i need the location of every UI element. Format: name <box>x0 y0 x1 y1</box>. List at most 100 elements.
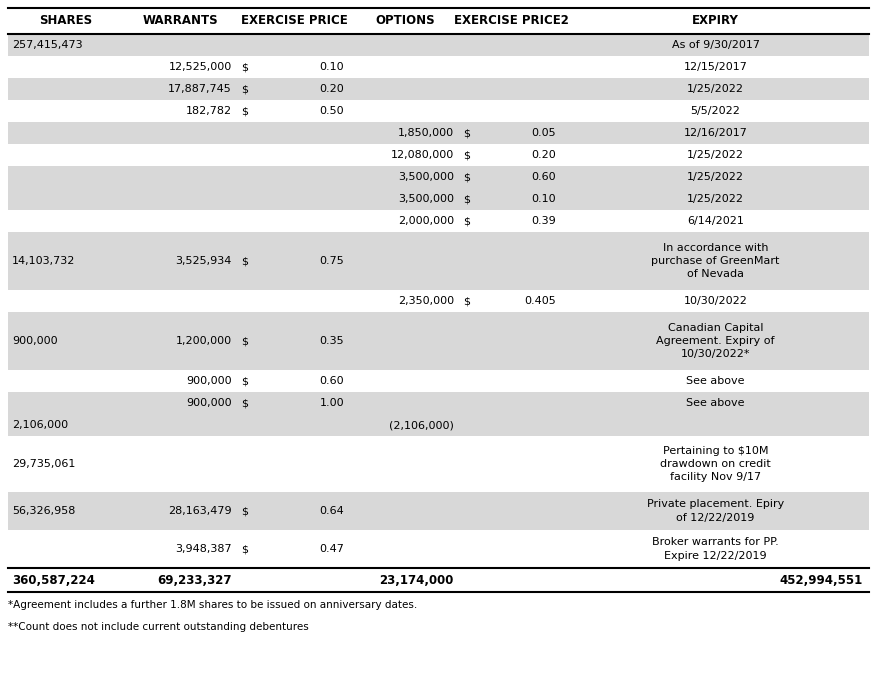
Bar <box>8 232 869 290</box>
Text: 0.60: 0.60 <box>531 172 556 182</box>
Bar <box>8 122 869 144</box>
Text: 12,525,000: 12,525,000 <box>168 62 232 72</box>
Bar <box>8 8 869 34</box>
Text: OPTIONS: OPTIONS <box>375 15 435 27</box>
Bar <box>8 100 869 122</box>
Text: In accordance with
purchase of GreenMart
of Nevada: In accordance with purchase of GreenMart… <box>652 243 780 279</box>
Text: 0.50: 0.50 <box>319 106 344 116</box>
Text: 0.05: 0.05 <box>531 128 556 138</box>
Text: 14,103,732: 14,103,732 <box>12 256 75 266</box>
Text: 900,000: 900,000 <box>12 336 58 346</box>
Bar <box>8 530 869 568</box>
Text: $: $ <box>241 62 248 72</box>
Text: 2,106,000: 2,106,000 <box>12 420 68 430</box>
Text: 182,782: 182,782 <box>186 106 232 116</box>
Text: See above: See above <box>686 398 745 408</box>
Text: 0.10: 0.10 <box>319 62 344 72</box>
Text: 29,735,061: 29,735,061 <box>12 459 75 469</box>
Text: Private placement. Epiry
of 12/22/2019: Private placement. Epiry of 12/22/2019 <box>647 499 784 523</box>
Bar <box>8 290 869 312</box>
Text: 0.405: 0.405 <box>524 296 556 306</box>
Bar <box>8 78 869 100</box>
Text: 3,500,000: 3,500,000 <box>398 172 454 182</box>
Text: $: $ <box>463 194 470 204</box>
Text: 0.75: 0.75 <box>319 256 344 266</box>
Text: $: $ <box>241 256 248 266</box>
Bar <box>8 166 869 188</box>
Text: 5/5/2022: 5/5/2022 <box>690 106 740 116</box>
Bar <box>8 34 869 56</box>
Text: 1/25/2022: 1/25/2022 <box>687 84 744 94</box>
Bar <box>8 568 869 592</box>
Text: 1,850,000: 1,850,000 <box>398 128 454 138</box>
Text: 56,326,958: 56,326,958 <box>12 506 75 516</box>
Text: $: $ <box>241 336 248 346</box>
Text: 900,000: 900,000 <box>187 376 232 386</box>
Text: 3,500,000: 3,500,000 <box>398 194 454 204</box>
Text: $: $ <box>241 544 248 554</box>
Text: 1,200,000: 1,200,000 <box>176 336 232 346</box>
Text: 23,174,000: 23,174,000 <box>380 574 454 586</box>
Text: $: $ <box>463 216 470 226</box>
Text: $: $ <box>241 84 248 94</box>
Text: EXERCISE PRICE2: EXERCISE PRICE2 <box>453 15 568 27</box>
Text: 12/16/2017: 12/16/2017 <box>683 128 747 138</box>
Text: 900,000: 900,000 <box>187 398 232 408</box>
Text: 2,000,000: 2,000,000 <box>398 216 454 226</box>
Bar <box>8 414 869 436</box>
Bar <box>8 492 869 530</box>
Text: 452,994,551: 452,994,551 <box>780 574 863 586</box>
Text: 0.20: 0.20 <box>531 150 556 160</box>
Text: 3,948,387: 3,948,387 <box>175 544 232 554</box>
Text: 1/25/2022: 1/25/2022 <box>687 194 744 204</box>
Text: 12,080,000: 12,080,000 <box>391 150 454 160</box>
Bar <box>8 370 869 392</box>
Text: See above: See above <box>686 376 745 386</box>
Bar <box>8 392 869 414</box>
Text: $: $ <box>463 296 470 306</box>
Text: 0.10: 0.10 <box>531 194 556 204</box>
Text: **Count does not include current outstanding debentures: **Count does not include current outstan… <box>8 622 309 632</box>
Text: 17,887,745: 17,887,745 <box>168 84 232 94</box>
Text: 0.39: 0.39 <box>531 216 556 226</box>
Text: 0.64: 0.64 <box>319 506 344 516</box>
Text: *Agreement includes a further 1.8M shares to be issued on anniversary dates.: *Agreement includes a further 1.8M share… <box>8 600 417 610</box>
Bar <box>8 312 869 370</box>
Bar <box>8 210 869 232</box>
Text: 3,525,934: 3,525,934 <box>175 256 232 266</box>
Bar <box>8 144 869 166</box>
Text: 1/25/2022: 1/25/2022 <box>687 172 744 182</box>
Text: 12/15/2017: 12/15/2017 <box>683 62 747 72</box>
Text: WARRANTS: WARRANTS <box>143 15 218 27</box>
Text: $: $ <box>241 376 248 386</box>
Text: 69,233,327: 69,233,327 <box>158 574 232 586</box>
Text: EXPIRY: EXPIRY <box>692 15 739 27</box>
Text: 0.60: 0.60 <box>319 376 344 386</box>
Text: 0.20: 0.20 <box>319 84 344 94</box>
Text: Broker warrants for PP.
Expire 12/22/2019: Broker warrants for PP. Expire 12/22/201… <box>652 537 779 560</box>
Text: $: $ <box>463 128 470 138</box>
Text: $: $ <box>241 106 248 116</box>
Text: 0.35: 0.35 <box>319 336 344 346</box>
Text: Pertaining to $10M
drawdown on credit
facility Nov 9/17: Pertaining to $10M drawdown on credit fa… <box>660 446 771 482</box>
Text: 0.47: 0.47 <box>319 544 344 554</box>
Text: 2,350,000: 2,350,000 <box>398 296 454 306</box>
Text: 257,415,473: 257,415,473 <box>12 40 82 50</box>
Text: 1.00: 1.00 <box>319 398 344 408</box>
Text: $: $ <box>463 172 470 182</box>
Text: EXERCISE PRICE: EXERCISE PRICE <box>240 15 347 27</box>
Text: 10/30/2022: 10/30/2022 <box>683 296 747 306</box>
Text: 1/25/2022: 1/25/2022 <box>687 150 744 160</box>
Text: $: $ <box>241 398 248 408</box>
Text: SHARES: SHARES <box>39 15 92 27</box>
Text: 360,587,224: 360,587,224 <box>12 574 95 586</box>
Text: (2,106,000): (2,106,000) <box>389 420 454 430</box>
Bar <box>8 188 869 210</box>
Text: Canadian Capital
Agreement. Expiry of
10/30/2022*: Canadian Capital Agreement. Expiry of 10… <box>656 323 774 359</box>
Bar <box>8 56 869 78</box>
Bar <box>8 436 869 492</box>
Text: 28,163,479: 28,163,479 <box>168 506 232 516</box>
Text: $: $ <box>463 150 470 160</box>
Text: As of 9/30/2017: As of 9/30/2017 <box>672 40 759 50</box>
Text: $: $ <box>241 506 248 516</box>
